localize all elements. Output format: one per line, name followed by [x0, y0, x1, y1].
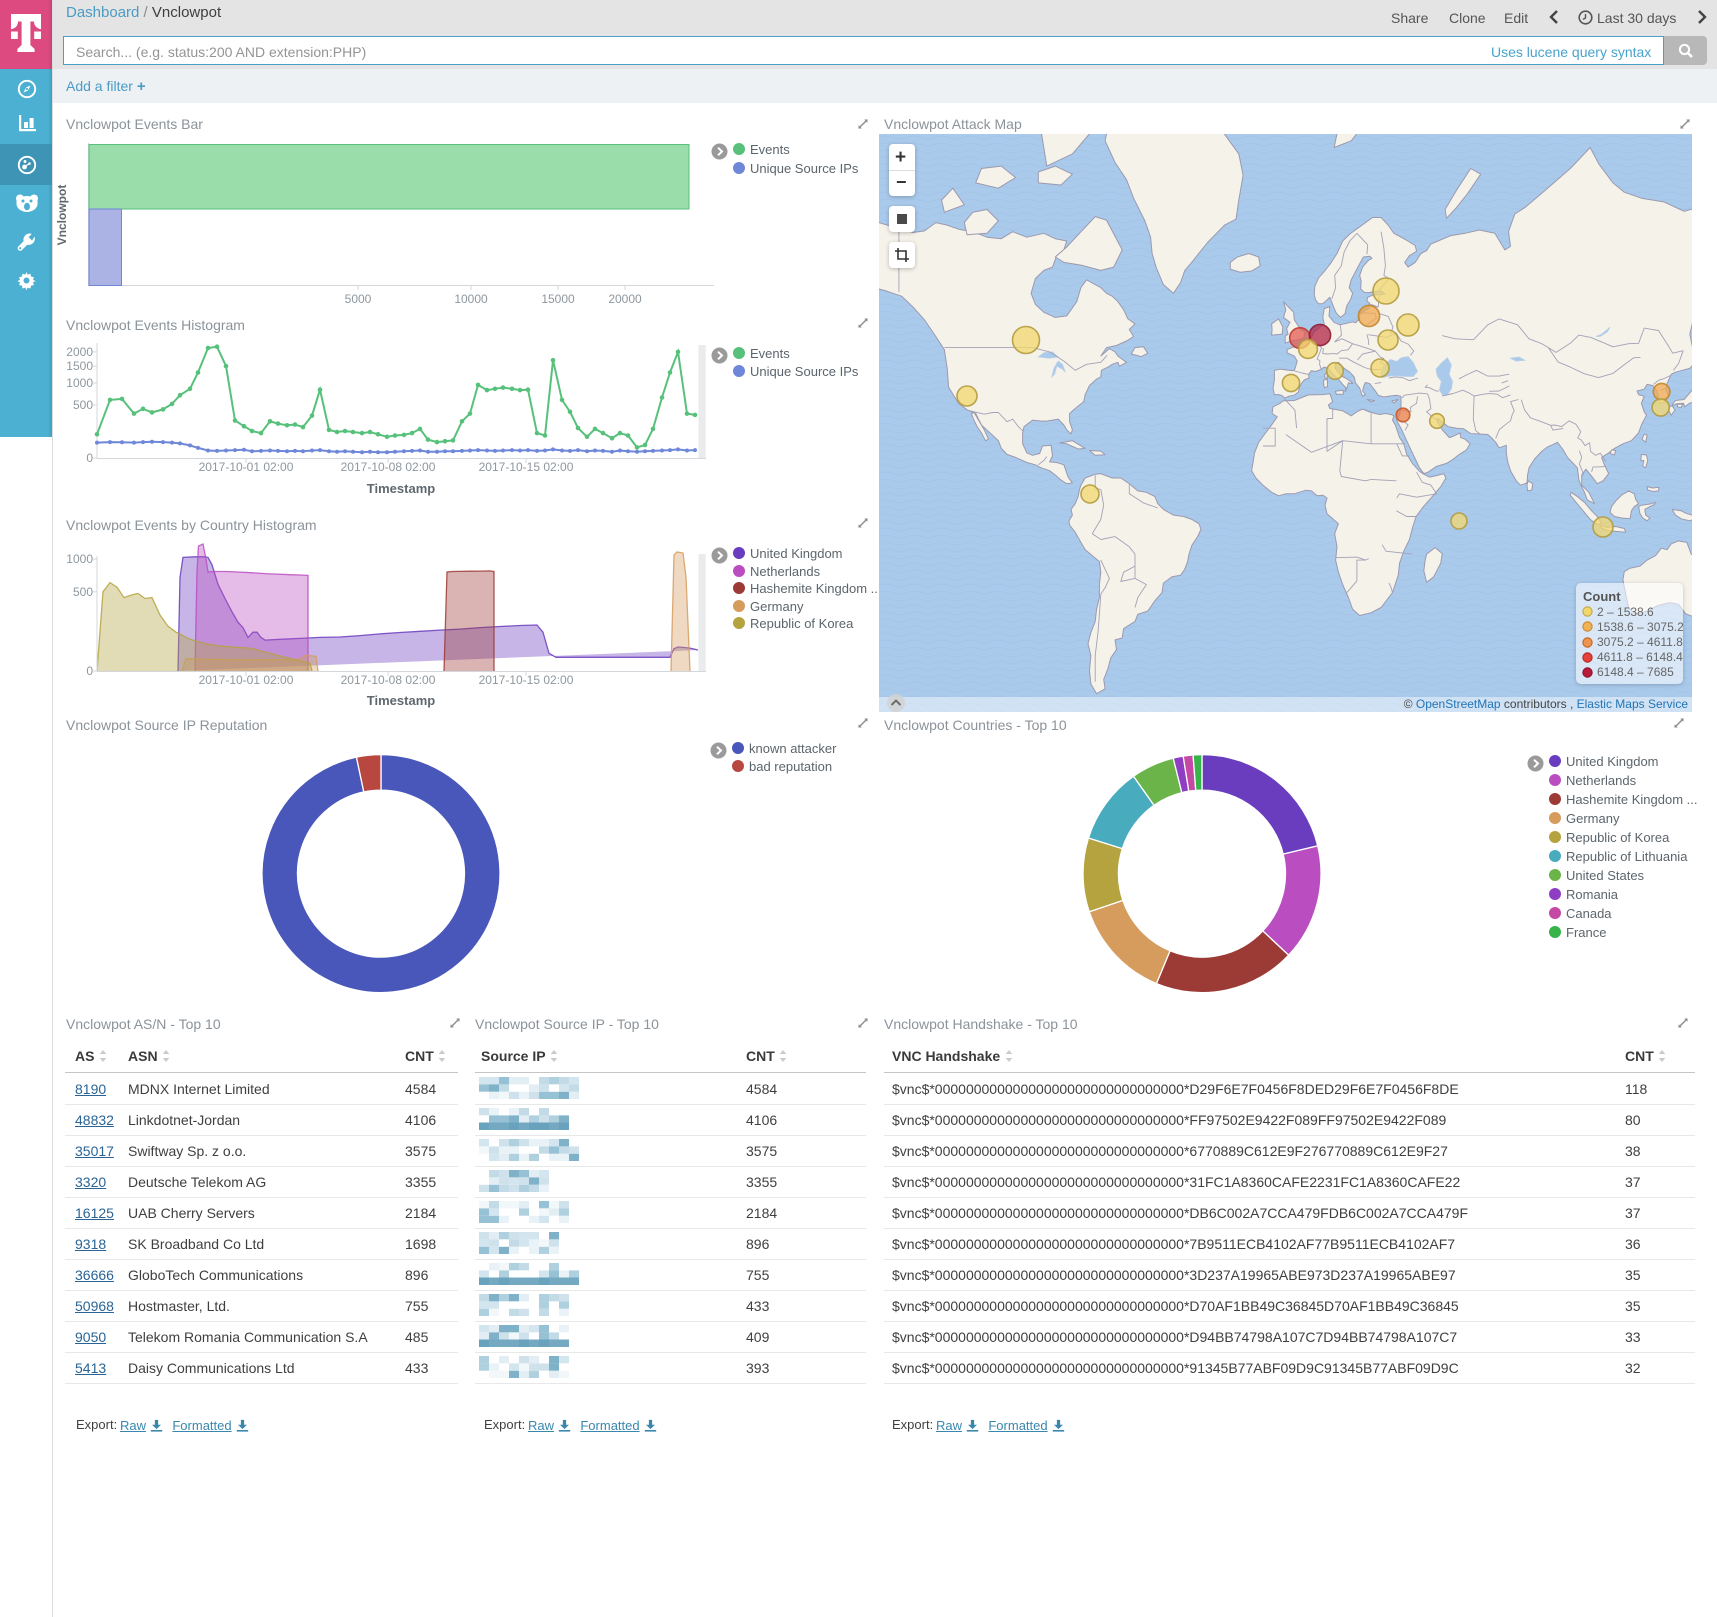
svg-text:Vnclowpot: Vnclowpot: [55, 185, 69, 246]
svg-text:20000: 20000: [608, 292, 642, 306]
svg-text:500: 500: [73, 585, 93, 599]
svg-text:500: 500: [73, 398, 93, 412]
svg-text:0: 0: [86, 664, 93, 678]
svg-text:5000: 5000: [345, 292, 372, 306]
svg-text:2000: 2000: [66, 345, 93, 359]
svg-text:2017-10-08 02:00: 2017-10-08 02:00: [341, 673, 436, 687]
svg-text:2017-10-15 02:00: 2017-10-15 02:00: [479, 460, 574, 474]
svg-text:Timestamp: Timestamp: [367, 693, 435, 708]
svg-text:2017-10-08 02:00: 2017-10-08 02:00: [341, 460, 436, 474]
svg-text:10000: 10000: [454, 292, 488, 306]
svg-text:15000: 15000: [541, 292, 575, 306]
svg-text:1000: 1000: [66, 376, 93, 390]
svg-text:Timestamp: Timestamp: [367, 481, 435, 496]
svg-text:1000: 1000: [66, 552, 93, 566]
svg-text:2017-10-01 02:00: 2017-10-01 02:00: [199, 460, 294, 474]
svg-text:2017-10-15 02:00: 2017-10-15 02:00: [479, 673, 574, 687]
svg-text:1500: 1500: [66, 359, 93, 373]
svg-text:2017-10-01 02:00: 2017-10-01 02:00: [199, 673, 294, 687]
svg-text:0: 0: [86, 451, 93, 465]
